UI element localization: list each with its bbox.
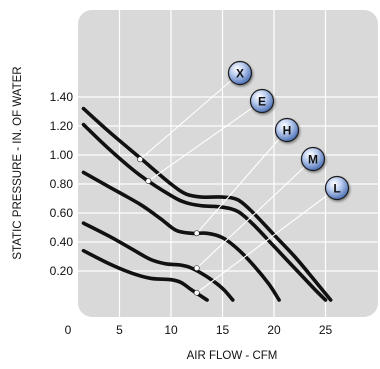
- callout-dot-m: [193, 265, 200, 271]
- y-tick-label: 0.60: [50, 206, 74, 220]
- badge-m: [300, 146, 326, 172]
- plot-background: [78, 10, 378, 317]
- y-tick-label: 0.80: [50, 177, 74, 191]
- callout-dot-e: [145, 178, 152, 184]
- callout-leader-m: [196, 158, 314, 269]
- y-tick-label: 1.20: [50, 119, 74, 133]
- y-axis-title: STATIC PRESSURE - IN. OF WATER: [12, 66, 24, 259]
- series-line-e: [81, 122, 328, 302]
- badge-h: [274, 117, 300, 143]
- callout-x: X: [137, 60, 253, 163]
- badge-l: [324, 175, 350, 201]
- callout-leader-x: [139, 72, 241, 160]
- series-callouts: XE H M L: [137, 60, 350, 296]
- callout-leader-l: [196, 187, 338, 294]
- x-tick-label: 5: [116, 323, 123, 337]
- badge-label-m: M: [308, 152, 318, 166]
- callout-dot-x: [137, 156, 143, 163]
- x-tick-label: 15: [216, 323, 230, 337]
- x-tick-label: 0: [65, 323, 72, 337]
- y-tick-label: 1.40: [50, 90, 74, 104]
- badge-label-l: L: [333, 181, 340, 195]
- callout-m: M: [193, 146, 326, 271]
- x-tick-label: 10: [164, 323, 178, 337]
- y-tick-label: 0.40: [50, 235, 74, 249]
- callout-h: H: [193, 117, 300, 237]
- series-line-l: [81, 248, 209, 302]
- badge-label-h: H: [283, 123, 292, 137]
- callout-l: L: [193, 175, 350, 296]
- callout-dot-l: [193, 289, 200, 296]
- series-line-m: [81, 221, 235, 302]
- tick-labels: 0.20 0.40 0.60 0.80 1.00 1.20 1.40 0 5 10 15 20 25: [50, 90, 333, 337]
- badge-label-x: X: [236, 66, 244, 80]
- x-tick-label: 25: [319, 323, 333, 337]
- x-tick-label: 20: [267, 323, 281, 337]
- callout-leader-e: [148, 100, 263, 182]
- y-tick-label: 1.00: [50, 148, 74, 162]
- callout-dot-h: [193, 230, 200, 237]
- x-axis-title: AIR FLOW - CFM: [187, 350, 278, 362]
- callout-e: E: [145, 88, 275, 184]
- callout-leader-h: [196, 129, 288, 234]
- badge-x: [227, 60, 253, 86]
- y-tick-label: 0.20: [50, 264, 74, 278]
- badge-e: [249, 88, 275, 114]
- badge-label-e: E: [258, 94, 266, 108]
